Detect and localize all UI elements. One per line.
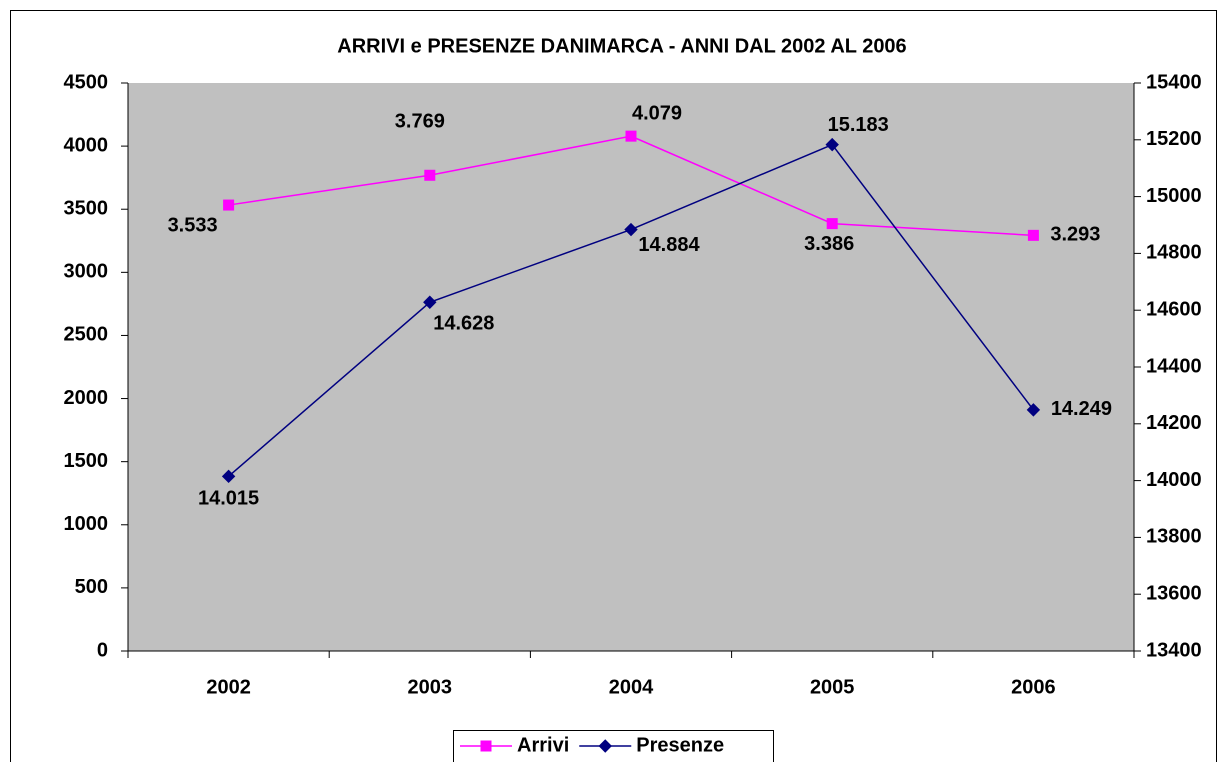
y2-tick-label: 14400	[1146, 355, 1202, 377]
y-tick-label: 0	[97, 639, 108, 661]
legend-marker	[598, 739, 612, 753]
legend-label: Arrivi	[517, 734, 569, 756]
data-label: 14.249	[1051, 398, 1112, 420]
data-point	[826, 218, 838, 230]
y2-tick-label: 14600	[1146, 298, 1202, 320]
chart-title: ARRIVI e PRESENZE DANIMARCA - ANNI DAL 2…	[337, 35, 906, 57]
y2-tick-label: 15200	[1146, 128, 1202, 150]
y-tick-label: 3000	[64, 261, 109, 283]
data-label: 15.183	[828, 114, 889, 136]
data-label: 3.769	[395, 111, 445, 133]
data-label: 3.293	[1050, 224, 1100, 246]
y-tick-label: 500	[75, 576, 108, 598]
legend-label: Presenze	[636, 734, 724, 756]
data-label: 3.386	[804, 233, 854, 255]
data-point	[825, 137, 839, 152]
y-tick-label: 2000	[64, 387, 109, 409]
y2-tick-label: 15400	[1146, 71, 1202, 93]
y-tick-label: 1000	[64, 513, 109, 535]
legend-marker	[480, 740, 492, 752]
y2-tick-label: 14800	[1146, 242, 1202, 264]
y2-tick-label: 14200	[1146, 412, 1202, 434]
x-tick-label: 2004	[609, 676, 654, 698]
data-point	[423, 295, 437, 309]
data-label: 3.533	[168, 214, 218, 236]
data-point	[223, 199, 235, 211]
y-tick-label: 4000	[64, 134, 109, 156]
y-tick-label: 2500	[64, 324, 109, 346]
data-label: 14.884	[638, 234, 700, 256]
y2-tick-label: 14000	[1146, 469, 1202, 491]
y2-tick-label: 15000	[1146, 185, 1202, 207]
data-label: 14.015	[198, 488, 259, 510]
data-point	[1026, 403, 1041, 417]
x-tick-label: 2005	[810, 676, 855, 698]
y-tick-label: 4500	[64, 71, 109, 93]
y2-tick-label: 13400	[1146, 639, 1202, 661]
x-tick-label: 2006	[1011, 676, 1056, 698]
x-tick-label: 2002	[206, 676, 251, 698]
data-point	[625, 130, 637, 142]
data-label: 4.079	[632, 102, 682, 124]
y2-tick-label: 13800	[1146, 526, 1202, 548]
plot-area	[128, 83, 1134, 651]
data-point	[221, 469, 236, 484]
data-point	[624, 222, 638, 237]
data-point	[1027, 229, 1039, 241]
data-point	[424, 169, 436, 181]
data-label: 14.628	[433, 313, 494, 335]
y2-tick-label: 13600	[1146, 582, 1202, 604]
y-tick-label: 3500	[64, 198, 109, 220]
y-tick-label: 1500	[64, 450, 109, 472]
x-tick-label: 2003	[408, 676, 453, 698]
